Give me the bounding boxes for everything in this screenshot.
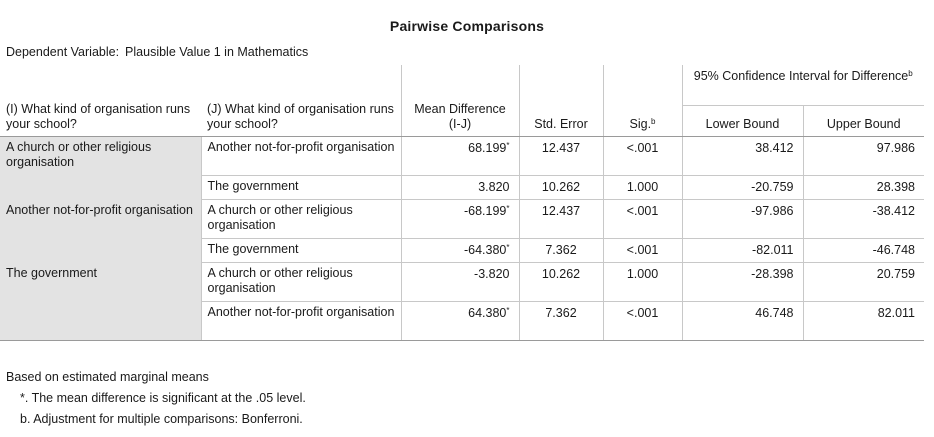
header-lower-bound: Lower Bound <box>681 105 803 137</box>
std-error-cell: 10.262 <box>518 175 603 200</box>
table-footnotes: Based on estimated marginal means *. The… <box>6 370 306 433</box>
mean-difference-cell: -64.380* <box>400 238 519 263</box>
header-sig: Sig.b <box>602 65 682 137</box>
significance-star: * <box>506 141 510 150</box>
lower-bound-cell: -97.986 <box>681 199 803 239</box>
mean-value: -3.820 <box>474 267 510 281</box>
header-sig-label: Sig. <box>629 117 652 131</box>
mean-difference-cell: 64.380* <box>400 301 519 341</box>
sig-cell: 1.000 <box>602 262 682 302</box>
row-label-j: A church or other religious organisation <box>200 262 401 302</box>
std-error-cell: 7.362 <box>518 238 603 263</box>
significance-star: * <box>506 306 510 315</box>
std-error-cell: 10.262 <box>518 262 603 302</box>
row-label-j: A church or other religious organisation <box>200 199 401 239</box>
header-i-organisation: (I) What kind of organisation runs your … <box>0 65 201 137</box>
mean-difference-cell: -68.199* <box>400 199 519 239</box>
header-ci-footnote: b <box>908 69 913 78</box>
upper-bound-cell: 97.986 <box>802 136 924 176</box>
significance-star: * <box>506 243 510 252</box>
upper-bound-cell: -38.412 <box>802 199 924 239</box>
footnote-based-on: Based on estimated marginal means <box>6 370 209 384</box>
pairwise-comparisons-table: (I) What kind of organisation runs your … <box>0 65 924 341</box>
lower-bound-cell: 46.748 <box>681 301 803 341</box>
header-mean-difference: Mean Difference (I-J) <box>400 65 519 137</box>
footnote-significance: *. The mean difference is significant at… <box>20 391 306 405</box>
row-label-j: The government <box>200 175 401 200</box>
mean-value: 3.820 <box>478 180 510 194</box>
header-confidence-interval: 95% Confidence Interval for Differenceb <box>681 65 924 106</box>
mean-value: -64.380 <box>463 243 507 257</box>
sig-cell: <.001 <box>602 199 682 239</box>
lower-bound-cell: 38.412 <box>681 136 803 176</box>
header-std-error: Std. Error <box>518 65 603 137</box>
lower-bound-cell: -82.011 <box>681 238 803 263</box>
std-error-cell: 12.437 <box>518 199 603 239</box>
footnote-adjustment: b. Adjustment for multiple comparisons: … <box>20 412 303 426</box>
upper-bound-cell: 28.398 <box>802 175 924 200</box>
row-label-i: A church or other religious organisation <box>0 136 201 200</box>
row-label-j: The government <box>200 238 401 263</box>
upper-bound-cell: -46.748 <box>802 238 924 263</box>
header-ci-label: 95% Confidence Interval for Difference <box>693 69 909 83</box>
dependent-variable: Dependent Variable: Plausible Value 1 in … <box>6 45 308 59</box>
sig-cell: <.001 <box>602 136 682 176</box>
sig-cell: <.001 <box>602 238 682 263</box>
header-upper-bound: Upper Bound <box>802 105 924 137</box>
mean-value: 68.199 <box>468 141 507 155</box>
lower-bound-cell: -28.398 <box>681 262 803 302</box>
mean-difference-cell: 3.820 <box>400 175 519 200</box>
table-title: Pairwise Comparisons <box>389 18 545 34</box>
sig-cell: <.001 <box>602 301 682 341</box>
significance-star: * <box>506 204 510 213</box>
lower-bound-cell: -20.759 <box>681 175 803 200</box>
upper-bound-cell: 82.011 <box>802 301 924 341</box>
sig-cell: 1.000 <box>602 175 682 200</box>
row-label-i: The government <box>0 262 201 341</box>
upper-bound-cell: 20.759 <box>802 262 924 302</box>
row-label-j: Another not-for-profit organisation <box>200 136 401 176</box>
mean-value: -68.199 <box>463 204 507 218</box>
mean-difference-cell: 68.199* <box>400 136 519 176</box>
std-error-cell: 12.437 <box>518 136 603 176</box>
header-sig-footnote: b <box>651 117 656 126</box>
dependent-variable-label: Dependent Variable: <box>6 45 120 59</box>
row-label-i: Another not-for-profit organisation <box>0 199 201 263</box>
header-j-organisation: (J) What kind of organisation runs your … <box>201 65 401 137</box>
dependent-variable-value: Plausible Value 1 in Mathematics <box>125 45 309 59</box>
mean-value: 64.380 <box>468 306 507 320</box>
std-error-cell: 7.362 <box>518 301 603 341</box>
mean-difference-cell: -3.820 <box>400 262 519 302</box>
row-label-j: Another not-for-profit organisation <box>200 301 401 341</box>
